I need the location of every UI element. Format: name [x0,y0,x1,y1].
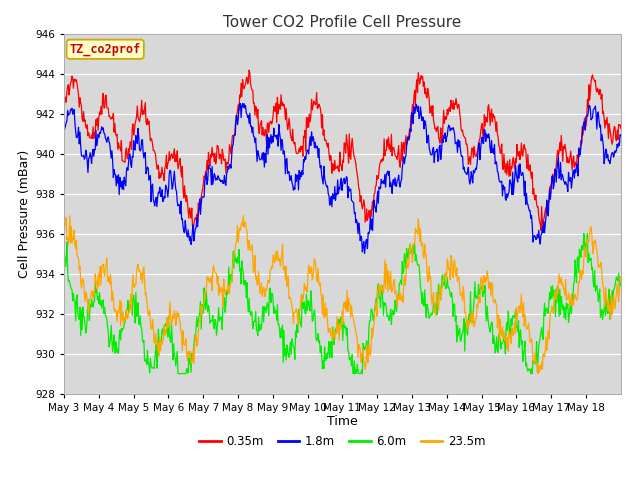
6.0m [401,251,408,256]
0.35m [617,126,625,132]
1.8m [401,155,409,161]
6.0m [580,231,588,237]
1.8m [617,132,625,138]
Y-axis label: Cell Pressure (mBar): Cell Pressure (mBar) [18,149,31,278]
Line: 0.35m: 0.35m [64,70,621,230]
23.5m [239,213,247,218]
23.5m [534,371,542,376]
6.0m [432,301,440,307]
Line: 23.5m: 23.5m [64,216,621,373]
1.8m [60,128,68,133]
6.0m [617,283,625,288]
X-axis label: Time: Time [327,415,358,429]
23.5m [60,233,68,239]
1.8m [236,101,243,107]
0.35m [432,125,440,131]
Line: 1.8m: 1.8m [64,104,621,253]
Legend: 0.35m, 1.8m, 6.0m, 23.5m: 0.35m, 1.8m, 6.0m, 23.5m [195,430,490,453]
23.5m [432,312,440,318]
1.8m [433,149,440,155]
23.5m [228,279,236,285]
23.5m [256,290,264,296]
23.5m [277,257,285,263]
6.0m [228,266,236,272]
0.35m [256,122,264,128]
1.8m [277,147,285,153]
6.0m [174,371,182,376]
6.0m [125,302,133,308]
1.8m [361,251,369,256]
6.0m [277,325,285,331]
6.0m [256,322,264,327]
1.8m [125,151,133,156]
1.8m [228,153,236,159]
Title: Tower CO2 Profile Cell Pressure: Tower CO2 Profile Cell Pressure [223,15,461,30]
Line: 6.0m: 6.0m [64,234,621,373]
23.5m [125,309,133,314]
0.35m [125,149,133,155]
0.35m [60,113,68,119]
0.35m [245,67,253,73]
1.8m [256,157,264,163]
6.0m [60,252,68,258]
0.35m [277,92,285,97]
23.5m [401,273,408,278]
Text: TZ_co2prof: TZ_co2prof [70,43,141,56]
0.35m [228,141,236,147]
0.35m [537,228,545,233]
23.5m [617,278,625,284]
0.35m [401,151,408,156]
